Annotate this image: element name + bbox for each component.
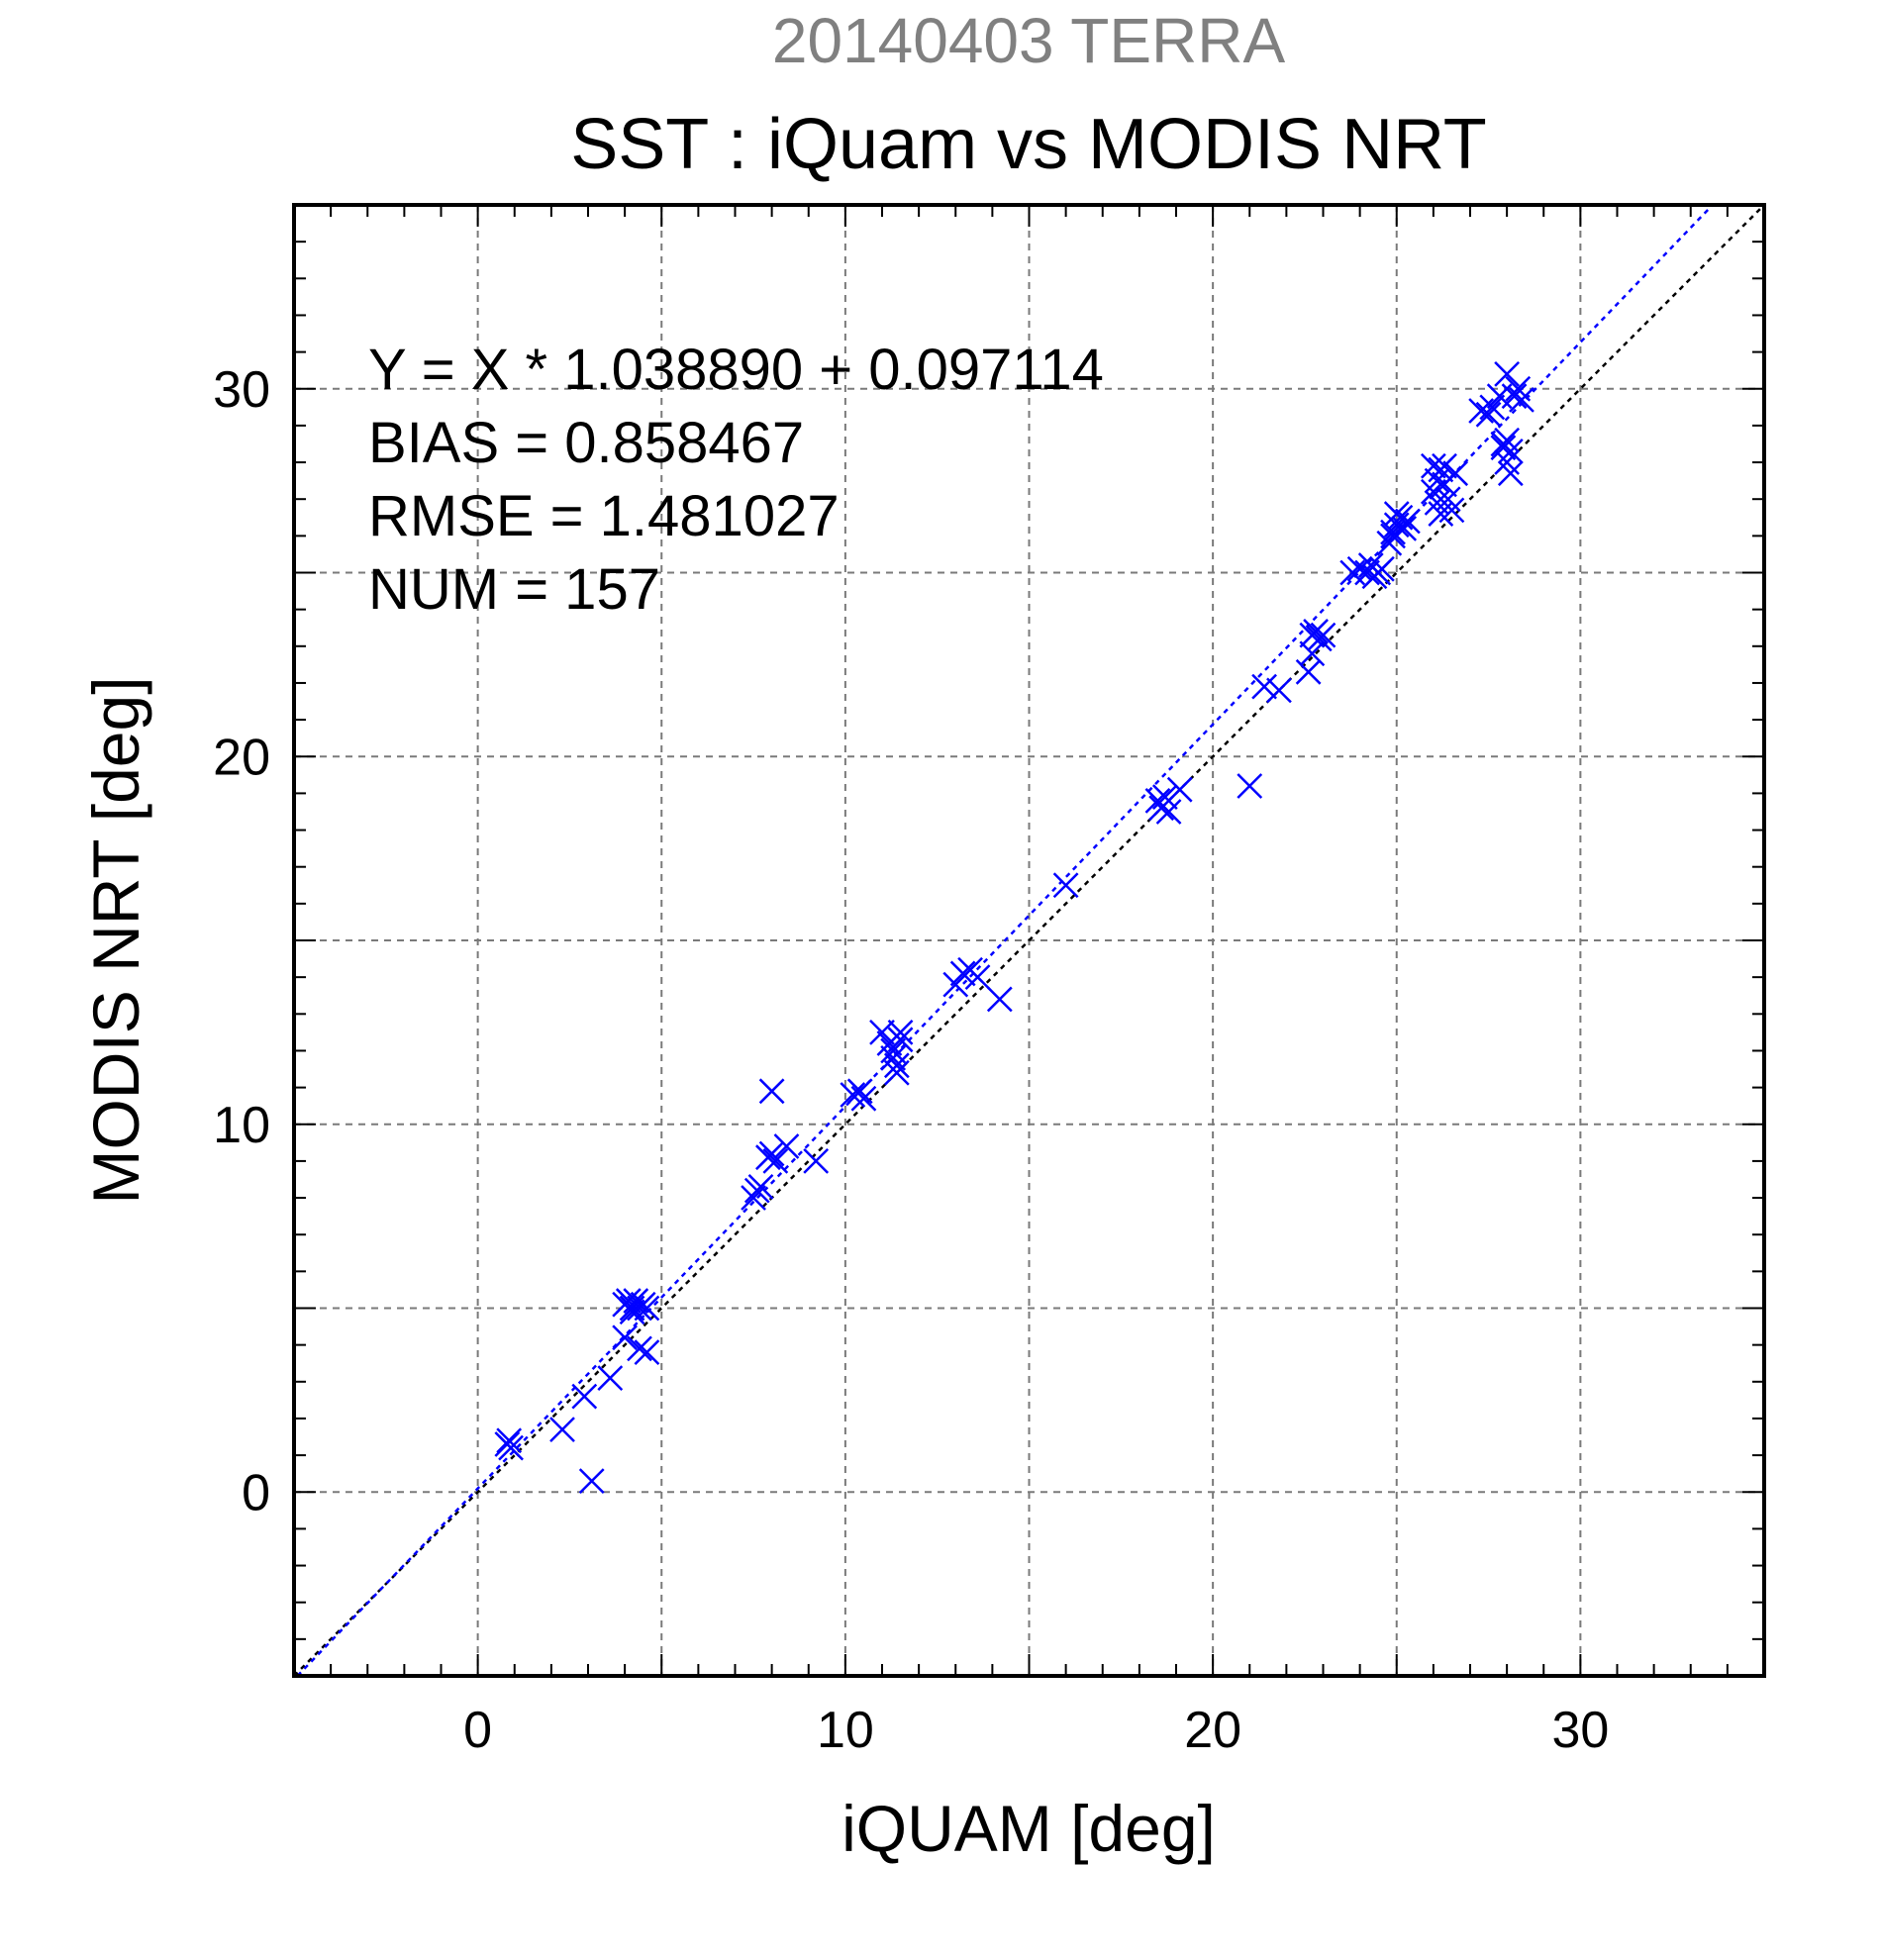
data-point <box>1155 799 1182 825</box>
fit-line <box>296 204 1714 1677</box>
data-point <box>1151 784 1178 810</box>
y-tick-label: 30 <box>213 361 270 419</box>
data-point <box>1490 431 1517 457</box>
data-point <box>758 1140 785 1167</box>
data-point <box>571 1383 598 1410</box>
identity-line <box>293 204 1765 1677</box>
y-tick-labels: 0 10 20 30 <box>213 361 270 1522</box>
data-point <box>887 1019 914 1045</box>
data-point <box>880 1044 907 1071</box>
data-point <box>949 960 976 987</box>
data-point <box>1420 452 1446 479</box>
count-value: NUM = 157 <box>368 557 660 622</box>
data-point <box>1354 559 1380 586</box>
data-point <box>1501 383 1528 410</box>
y-tick-label: 10 <box>213 1097 270 1154</box>
data-point <box>883 1059 910 1086</box>
data-point <box>773 1133 800 1159</box>
x-tick-label: 20 <box>1184 1702 1241 1759</box>
data-point <box>1438 497 1465 524</box>
data-point <box>880 1037 907 1064</box>
data-point <box>803 1148 830 1174</box>
fit-equation: Y = X * 1.038890 + 0.097114 <box>368 338 1104 402</box>
data-point <box>1052 872 1079 899</box>
data-points <box>494 361 1534 1494</box>
data-point <box>850 1085 877 1112</box>
data-point <box>1380 519 1406 545</box>
data-point <box>1310 622 1336 648</box>
data-point <box>1339 559 1366 586</box>
data-point <box>619 1299 645 1325</box>
data-point <box>887 1027 914 1053</box>
data-point <box>634 1295 660 1322</box>
data-point <box>1432 452 1457 479</box>
chart-title: 20140403 TERRA <box>772 5 1286 76</box>
data-point <box>1509 387 1534 413</box>
data-point <box>1266 677 1292 704</box>
data-point <box>1442 460 1469 487</box>
y-tick-label: 0 <box>242 1464 270 1521</box>
data-point <box>578 1468 605 1494</box>
y-tick-label: 20 <box>213 729 270 786</box>
rmse-value: RMSE = 1.481027 <box>368 484 840 548</box>
x-tick-label: 10 <box>817 1702 874 1759</box>
plot-frame <box>292 203 1766 1678</box>
data-point <box>1497 460 1524 487</box>
data-point <box>747 1174 774 1200</box>
data-point <box>1237 773 1263 799</box>
data-point <box>1494 361 1521 387</box>
data-point <box>758 1078 785 1105</box>
data-point <box>762 1148 789 1174</box>
data-point <box>1251 673 1277 700</box>
data-point <box>1299 640 1326 667</box>
x-tick-labels: 0 10 20 30 <box>463 1702 1609 1759</box>
data-point <box>1361 563 1388 590</box>
data-point <box>1303 619 1329 644</box>
x-tick-label: 30 <box>1551 1702 1609 1759</box>
data-point <box>846 1078 873 1105</box>
x-tick-label: 0 <box>463 1702 492 1759</box>
chart-subtitle: SST : iQuam vs MODIS NRT <box>570 105 1487 184</box>
data-point <box>549 1417 575 1442</box>
data-point <box>1395 508 1421 535</box>
x-axis-label: iQUAM [deg] <box>842 1792 1216 1865</box>
data-point <box>869 1019 895 1045</box>
data-point <box>964 964 991 991</box>
data-point <box>498 1434 524 1461</box>
data-point <box>1166 776 1193 803</box>
data-point <box>496 1427 523 1454</box>
data-point <box>1479 394 1506 421</box>
data-point <box>986 986 1013 1013</box>
data-point <box>1475 401 1502 428</box>
bias-value: BIAS = 0.858467 <box>368 411 804 475</box>
data-point <box>1295 658 1322 685</box>
y-axis-label: MODIS NRT [deg] <box>79 676 152 1204</box>
data-point <box>597 1365 624 1391</box>
data-point <box>883 1052 910 1079</box>
data-point <box>741 1185 766 1211</box>
data-point <box>627 1335 652 1362</box>
reference-lines <box>293 204 1765 1677</box>
data-point <box>612 1324 639 1351</box>
stats-box: Y = X * 1.038890 + 0.097114 BIAS = 0.858… <box>368 338 1104 622</box>
data-point <box>634 1339 660 1365</box>
data-point <box>1490 435 1517 461</box>
